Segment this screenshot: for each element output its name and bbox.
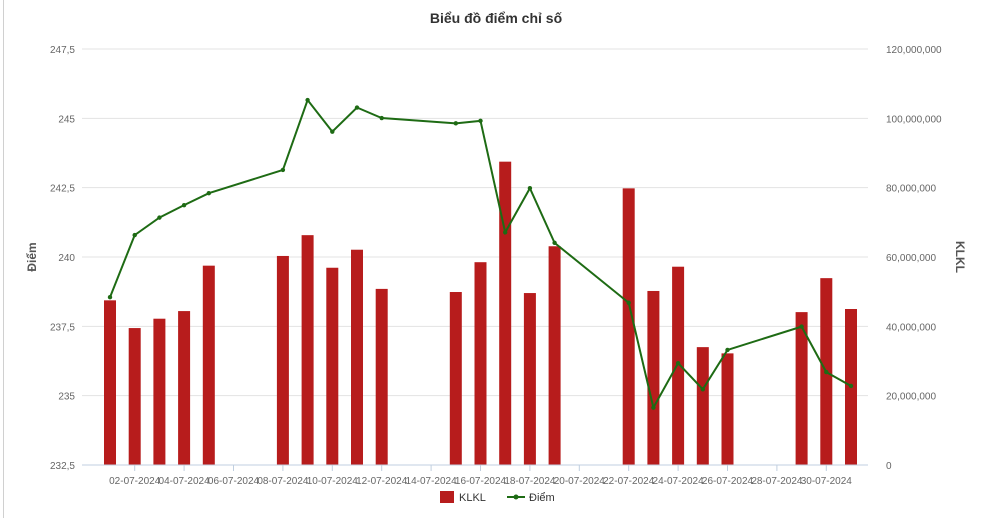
left-axis-title: Điểm	[25, 242, 39, 271]
bar-klkl	[696, 347, 709, 465]
x-tick-label: 12-07-2024	[356, 476, 408, 487]
bar-klkl	[795, 312, 808, 465]
bar-klkl	[128, 328, 141, 465]
bar-klkl	[647, 290, 660, 465]
point-diem	[181, 202, 187, 208]
bar-klkl	[178, 311, 191, 465]
right-tick-label: 120,000,000	[886, 45, 942, 56]
x-tick-label: 26-07-2024	[702, 476, 754, 487]
axes: 232,5 0 235 20,000,000 237,5 40,000,000 240 60,…	[50, 45, 942, 487]
point-diem	[206, 191, 211, 196]
chart-frame-border	[3, 0, 4, 518]
left-tick-label: 235	[58, 392, 75, 403]
bar-series-klkl	[104, 161, 857, 466]
point-diem	[626, 300, 631, 305]
x-tick-label: 04-07-2024	[159, 476, 211, 487]
bar-klkl	[622, 188, 635, 466]
legend-label-klkl: KLKL	[459, 492, 486, 504]
point-diem	[503, 230, 508, 235]
bar-klkl	[276, 255, 289, 465]
bar-klkl	[104, 300, 116, 465]
legend: KLKL Điểm	[440, 491, 555, 504]
bar-klkl	[548, 246, 561, 465]
legend-label-diem: Điểm	[529, 492, 555, 504]
x-tick-label: 02-07-2024	[109, 476, 161, 487]
bar-klkl	[499, 161, 512, 465]
x-tick-label: 30-07-2024	[801, 476, 853, 487]
left-tick-label: 240	[58, 253, 75, 264]
line-series-diem	[107, 97, 854, 411]
bar-klkl	[449, 292, 462, 465]
right-tick-label: 40,000,000	[886, 322, 936, 333]
right-tick-label: 80,000,000	[886, 184, 936, 195]
point-diem	[552, 240, 557, 246]
point-diem	[675, 361, 681, 366]
legend-item-diem[interactable]: Điểm	[507, 492, 555, 504]
point-diem	[478, 118, 483, 124]
chart-title: Biểu đồ điểm chỉ số	[430, 10, 563, 26]
x-tick-label: 14-07-2024	[406, 476, 458, 487]
point-diem	[305, 97, 310, 103]
right-tick-label: 100,000,000	[886, 114, 942, 125]
x-tick-label: 20-07-2024	[554, 476, 606, 487]
point-diem	[824, 369, 829, 375]
point-diem	[651, 405, 656, 410]
bar-klkl	[672, 266, 685, 465]
x-tick-label: 16-07-2024	[455, 476, 507, 487]
point-diem	[354, 105, 360, 110]
left-tick-label: 247,5	[50, 45, 75, 56]
x-tick-label: 18-07-2024	[504, 476, 556, 487]
bar-klkl	[351, 249, 363, 465]
point-diem	[799, 324, 804, 329]
point-diem	[700, 387, 705, 392]
point-diem	[527, 186, 533, 191]
x-tick-label: 10-07-2024	[307, 476, 359, 487]
point-diem	[107, 295, 113, 300]
point-diem	[848, 383, 854, 389]
x-tick-label: 28-07-2024	[751, 476, 803, 487]
x-tick-label: 24-07-2024	[653, 476, 705, 487]
left-tick-label: 245	[58, 114, 75, 125]
legend-swatch-klkl	[440, 491, 454, 503]
bar-klkl	[202, 265, 215, 465]
bar-klkl	[523, 293, 536, 465]
right-tick-label: 20,000,000	[886, 392, 936, 403]
x-tick-label: 06-07-2024	[208, 476, 260, 487]
legend-marker-diem	[513, 494, 519, 500]
bar-klkl	[721, 353, 734, 465]
left-tick-label: 242,5	[50, 184, 75, 195]
point-diem	[379, 115, 384, 121]
legend-item-klkl[interactable]: KLKL	[440, 491, 486, 504]
point-diem	[157, 215, 162, 220]
point-diem	[725, 347, 730, 353]
x-tick-label: 22-07-2024	[603, 476, 655, 487]
point-diem	[280, 167, 286, 173]
point-diem	[453, 121, 458, 126]
right-tick-label: 0	[886, 461, 892, 472]
point-diem	[132, 232, 137, 238]
bar-klkl	[153, 318, 166, 465]
bar-klkl	[301, 235, 314, 465]
left-tick-label: 232,5	[50, 461, 75, 472]
right-tick-label: 60,000,000	[886, 253, 936, 264]
point-diem	[330, 129, 335, 134]
bar-klkl	[375, 288, 388, 465]
x-tick-label: 08-07-2024	[257, 476, 309, 487]
bar-klkl	[474, 262, 487, 465]
left-tick-label: 237,5	[50, 322, 75, 333]
right-axis-title: KLKL	[953, 241, 967, 273]
bar-klkl	[326, 267, 339, 465]
gridlines	[82, 48, 868, 397]
